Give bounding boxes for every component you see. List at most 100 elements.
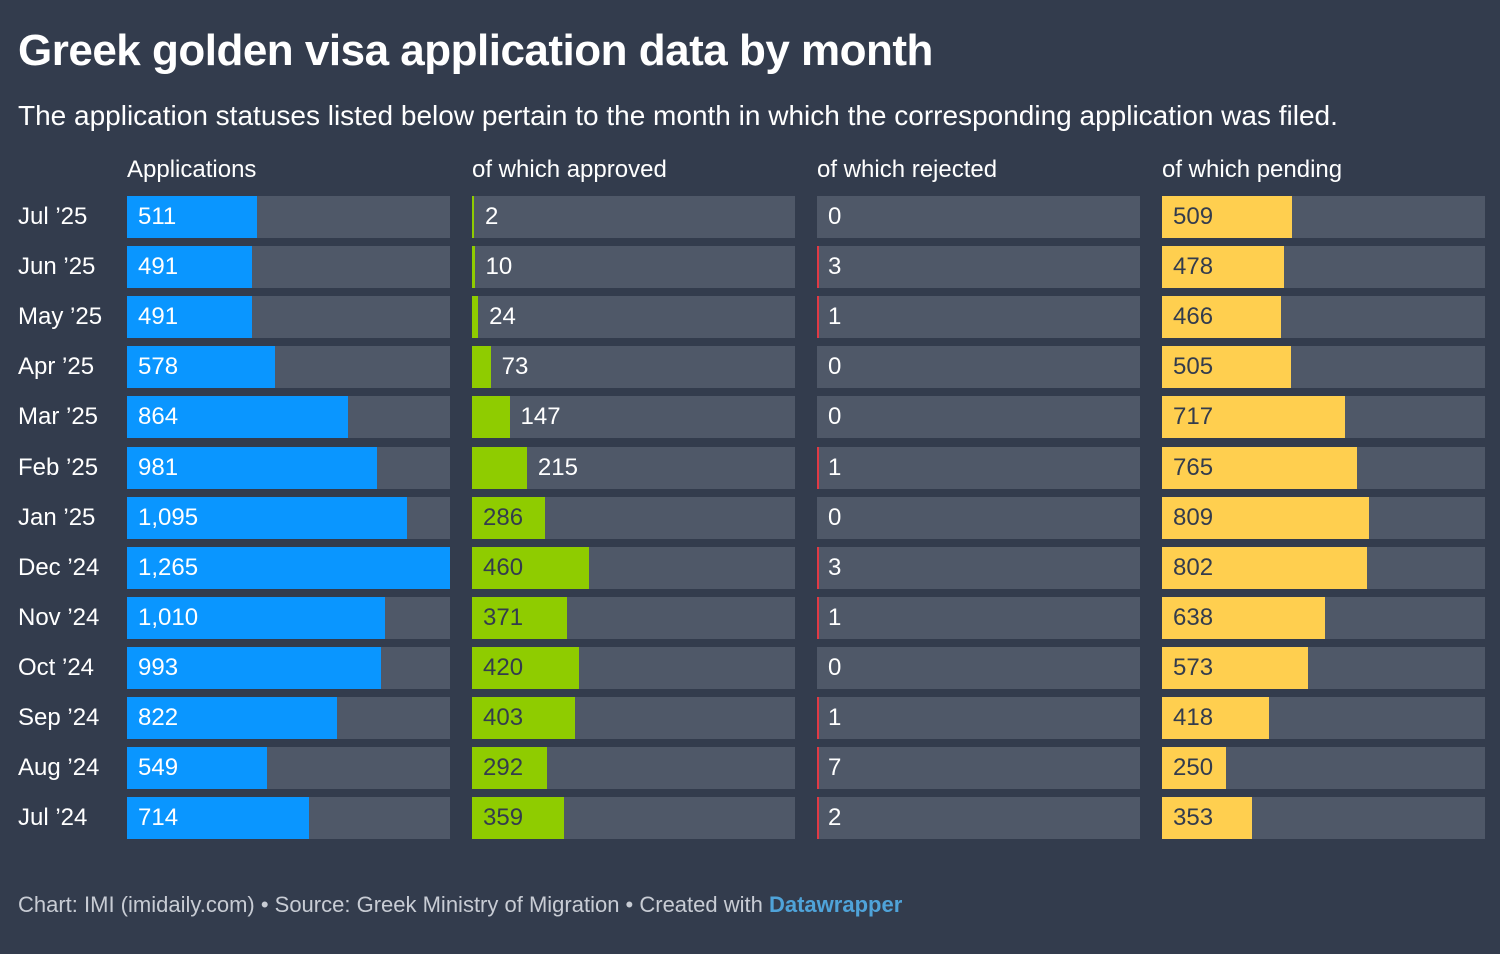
column-header-of-which-pending: of which pending	[1162, 156, 1343, 183]
data-label-approved: 10	[485, 253, 513, 281]
bar-applications	[127, 747, 268, 790]
bar-track-pending: 573	[1162, 646, 1485, 689]
bar-track-pending: 250	[1162, 747, 1485, 790]
bar-track-pending: 717	[1162, 396, 1485, 439]
bar-track-approved: 420	[472, 646, 795, 689]
bar-rejected	[817, 797, 819, 840]
data-label-applications: 864	[138, 403, 179, 431]
bar-pending	[1162, 546, 1367, 589]
bar-track-pending: 802	[1162, 546, 1485, 589]
bar-track-applications: 822	[127, 697, 450, 739]
data-label-applications: 993	[138, 653, 179, 681]
bar-track-applications: 993	[127, 646, 450, 689]
bar-rejected	[817, 446, 819, 489]
bar-track-rejected: 1	[817, 697, 1140, 739]
bar-track-rejected: 0	[817, 346, 1140, 389]
bar-pending	[1162, 697, 1269, 739]
bar-pending	[1162, 396, 1346, 439]
data-label-applications: 549	[138, 754, 179, 782]
data-label-approved: 73	[501, 353, 529, 381]
column-header-of-which-rejected: of which rejected	[817, 156, 998, 183]
bar-approved	[472, 496, 546, 539]
bar-track-approved: 147	[472, 396, 795, 439]
row-label: May ’25	[18, 303, 103, 331]
data-label-rejected: 1	[828, 603, 842, 631]
bar-track-rejected: 0	[817, 196, 1140, 238]
footer-credit: Chart: IMI (imidaily.com) • Source: Gree…	[18, 892, 769, 917]
data-label-rejected: 0	[828, 353, 842, 381]
data-label-rejected: 3	[828, 553, 842, 581]
data-label-approved: 286	[483, 503, 524, 531]
bar-track-applications: 491	[127, 246, 450, 289]
bar-track-rejected: 1	[817, 296, 1140, 339]
bar-pending	[1162, 296, 1281, 339]
bar-track-applications: 578	[127, 346, 450, 389]
bar-track-rejected: 3	[817, 246, 1140, 289]
bar-track-approved: 359	[472, 797, 795, 840]
bar-track-rejected: 7	[817, 747, 1140, 790]
bar-track-approved: 73	[472, 346, 795, 389]
bar-track-approved: 215	[472, 446, 795, 489]
bar-track-applications: 491	[127, 296, 450, 339]
bar-pending	[1162, 346, 1291, 389]
data-label-pending: 478	[1173, 253, 1214, 281]
data-label-pending: 765	[1173, 453, 1214, 481]
column-header-of-which-approved: of which approved	[472, 156, 667, 183]
bar-pending	[1162, 446, 1358, 489]
bar-track-rejected: 1	[817, 446, 1140, 489]
bar-track-pending: 765	[1162, 446, 1485, 489]
data-label-approved: 24	[489, 303, 516, 331]
data-label-rejected: 1	[828, 704, 842, 731]
bar-track-approved: 2	[472, 196, 795, 238]
bar-approved	[472, 296, 479, 339]
bar-approved	[472, 546, 590, 589]
bar-applications	[127, 196, 258, 238]
bar-chart-grid: Applications of which approved of which re…	[0, 150, 1500, 850]
data-label-approved: 460	[483, 553, 524, 581]
data-label-pending: 418	[1173, 704, 1214, 731]
bar-pending	[1162, 196, 1292, 238]
data-label-applications: 1,010	[138, 603, 199, 631]
bar-track-approved: 24	[472, 296, 795, 339]
data-label-applications: 1,095	[138, 503, 199, 531]
data-label-applications: 511	[138, 203, 177, 230]
data-label-applications: 578	[138, 353, 179, 381]
chart-subtitle: The application statuses listed below pe…	[18, 100, 1338, 131]
data-label-approved: 147	[520, 403, 561, 431]
data-label-applications: 981	[138, 453, 179, 481]
row-label: Feb ’25	[18, 453, 99, 481]
data-label-approved: 215	[537, 453, 578, 481]
data-label-applications: 1,265	[138, 553, 199, 581]
bar-track-approved: 403	[472, 697, 795, 739]
data-label-pending: 717	[1173, 403, 1214, 431]
bar-rejected	[817, 697, 819, 739]
bar-track-applications: 981	[127, 446, 450, 489]
datawrapper-link[interactable]: Datawrapper	[768, 892, 903, 917]
bar-track-approved: 292	[472, 747, 795, 790]
column-header-applications: Applications	[127, 156, 257, 183]
bar-applications	[127, 496, 407, 539]
bar-track-applications: 864	[127, 396, 450, 439]
bar-track-rejected: 0	[817, 396, 1140, 439]
bar-track-rejected: 1	[817, 596, 1140, 639]
bar-track-pending: 478	[1162, 246, 1485, 289]
bar-pending	[1162, 596, 1325, 639]
bar-track-approved: 10	[472, 246, 795, 289]
row-label: Oct ’24	[18, 653, 95, 681]
data-label-applications: 822	[138, 704, 179, 731]
data-label-pending: 809	[1173, 503, 1214, 531]
bar-approved	[472, 446, 527, 489]
bar-approved	[472, 396, 510, 439]
bar-track-pending: 353	[1162, 797, 1485, 840]
chart-title: Greek golden visa application data by mo…	[18, 26, 933, 75]
bar-rejected	[817, 596, 819, 639]
data-label-pending: 353	[1173, 804, 1214, 832]
row-label: Mar ’25	[18, 403, 99, 431]
bar-track-pending: 509	[1162, 196, 1485, 238]
bar-track-rejected: 0	[817, 646, 1140, 689]
data-label-approved: 420	[483, 653, 524, 681]
row-label: Dec ’24	[18, 553, 100, 581]
bar-approved	[472, 196, 474, 238]
data-label-approved: 359	[483, 804, 524, 832]
bar-applications	[127, 396, 348, 439]
